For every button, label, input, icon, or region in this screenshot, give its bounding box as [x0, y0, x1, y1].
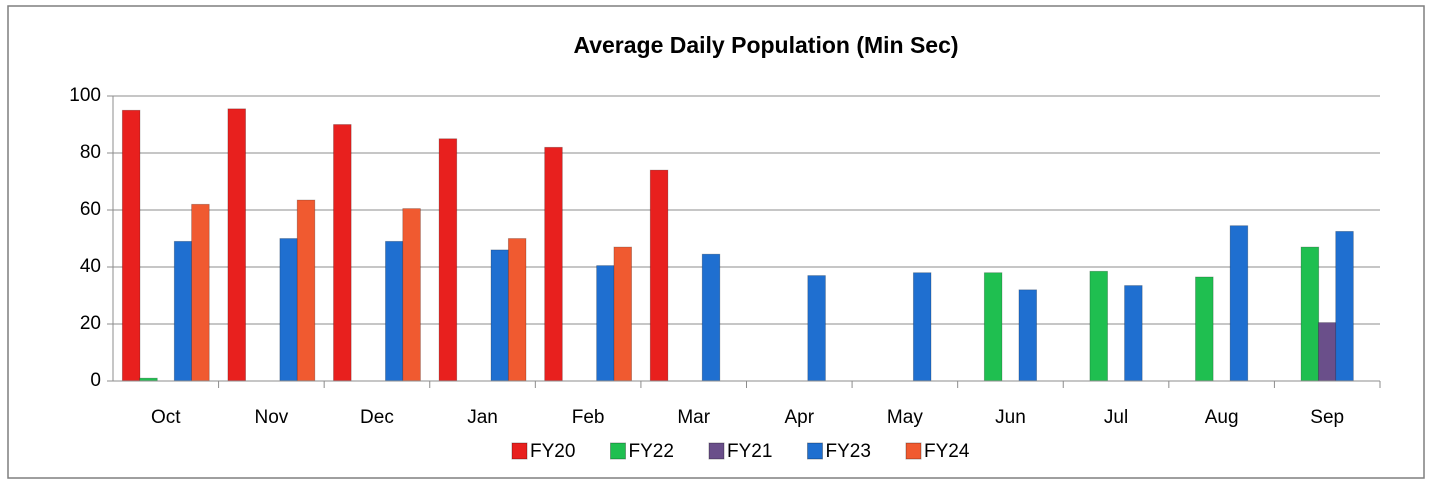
bar — [701, 253, 721, 382]
legend-swatch — [610, 442, 626, 460]
legend-label: FY24 — [924, 441, 970, 462]
bar — [1317, 322, 1337, 382]
bar — [649, 169, 669, 382]
bar — [912, 272, 932, 382]
y-tick-label: 20 — [80, 313, 101, 334]
bar — [227, 108, 246, 382]
legend-swatch — [905, 442, 922, 460]
x-tick-label: Jul — [1104, 407, 1128, 428]
bar — [1300, 246, 1320, 382]
bar — [385, 240, 404, 382]
bar — [1195, 276, 1214, 382]
x-tick-label: Dec — [360, 407, 394, 428]
legend-swatch — [511, 442, 528, 460]
legend-label: FY22 — [629, 441, 674, 462]
bar — [279, 238, 298, 382]
bar — [333, 124, 352, 382]
legend-label: FY21 — [727, 441, 772, 462]
legend-label: FY20 — [530, 441, 575, 462]
bar — [1229, 225, 1249, 382]
bar — [1124, 285, 1143, 382]
y-tick-label: 60 — [80, 199, 101, 220]
chart-title: Average Daily Population (Min Sec) — [573, 32, 958, 58]
y-tick-label: 0 — [90, 370, 101, 391]
x-tick-label: Sep — [1310, 407, 1344, 428]
bar — [191, 203, 210, 382]
bar — [296, 199, 316, 382]
y-tick-label: 100 — [69, 85, 101, 106]
y-tick-label: 80 — [80, 142, 101, 163]
bar — [596, 265, 615, 382]
bar — [613, 246, 632, 382]
legend-swatch — [807, 442, 823, 460]
x-tick-label: Mar — [677, 407, 710, 428]
bar — [490, 249, 510, 382]
bar — [1018, 289, 1038, 382]
y-tick-label: 40 — [80, 256, 101, 277]
legend-label: FY23 — [826, 441, 871, 462]
x-tick-label: May — [887, 407, 923, 428]
bar — [1089, 270, 1108, 382]
x-tick-label: Oct — [151, 407, 181, 428]
x-tick-label: Jun — [995, 407, 1026, 428]
x-tick-label: Aug — [1205, 407, 1239, 428]
bar — [544, 146, 563, 382]
x-tick-label: Nov — [254, 407, 288, 428]
bar — [507, 238, 527, 382]
x-tick-label: Jan — [467, 407, 498, 428]
bar — [983, 272, 1003, 382]
legend-swatch — [708, 442, 725, 460]
bar — [807, 275, 826, 382]
x-tick-label: Feb — [572, 407, 605, 428]
bar — [173, 240, 193, 382]
bar — [121, 109, 141, 382]
x-tick-label: Apr — [785, 407, 815, 428]
bar — [1335, 230, 1354, 382]
bar — [402, 208, 421, 382]
bar — [438, 138, 458, 382]
